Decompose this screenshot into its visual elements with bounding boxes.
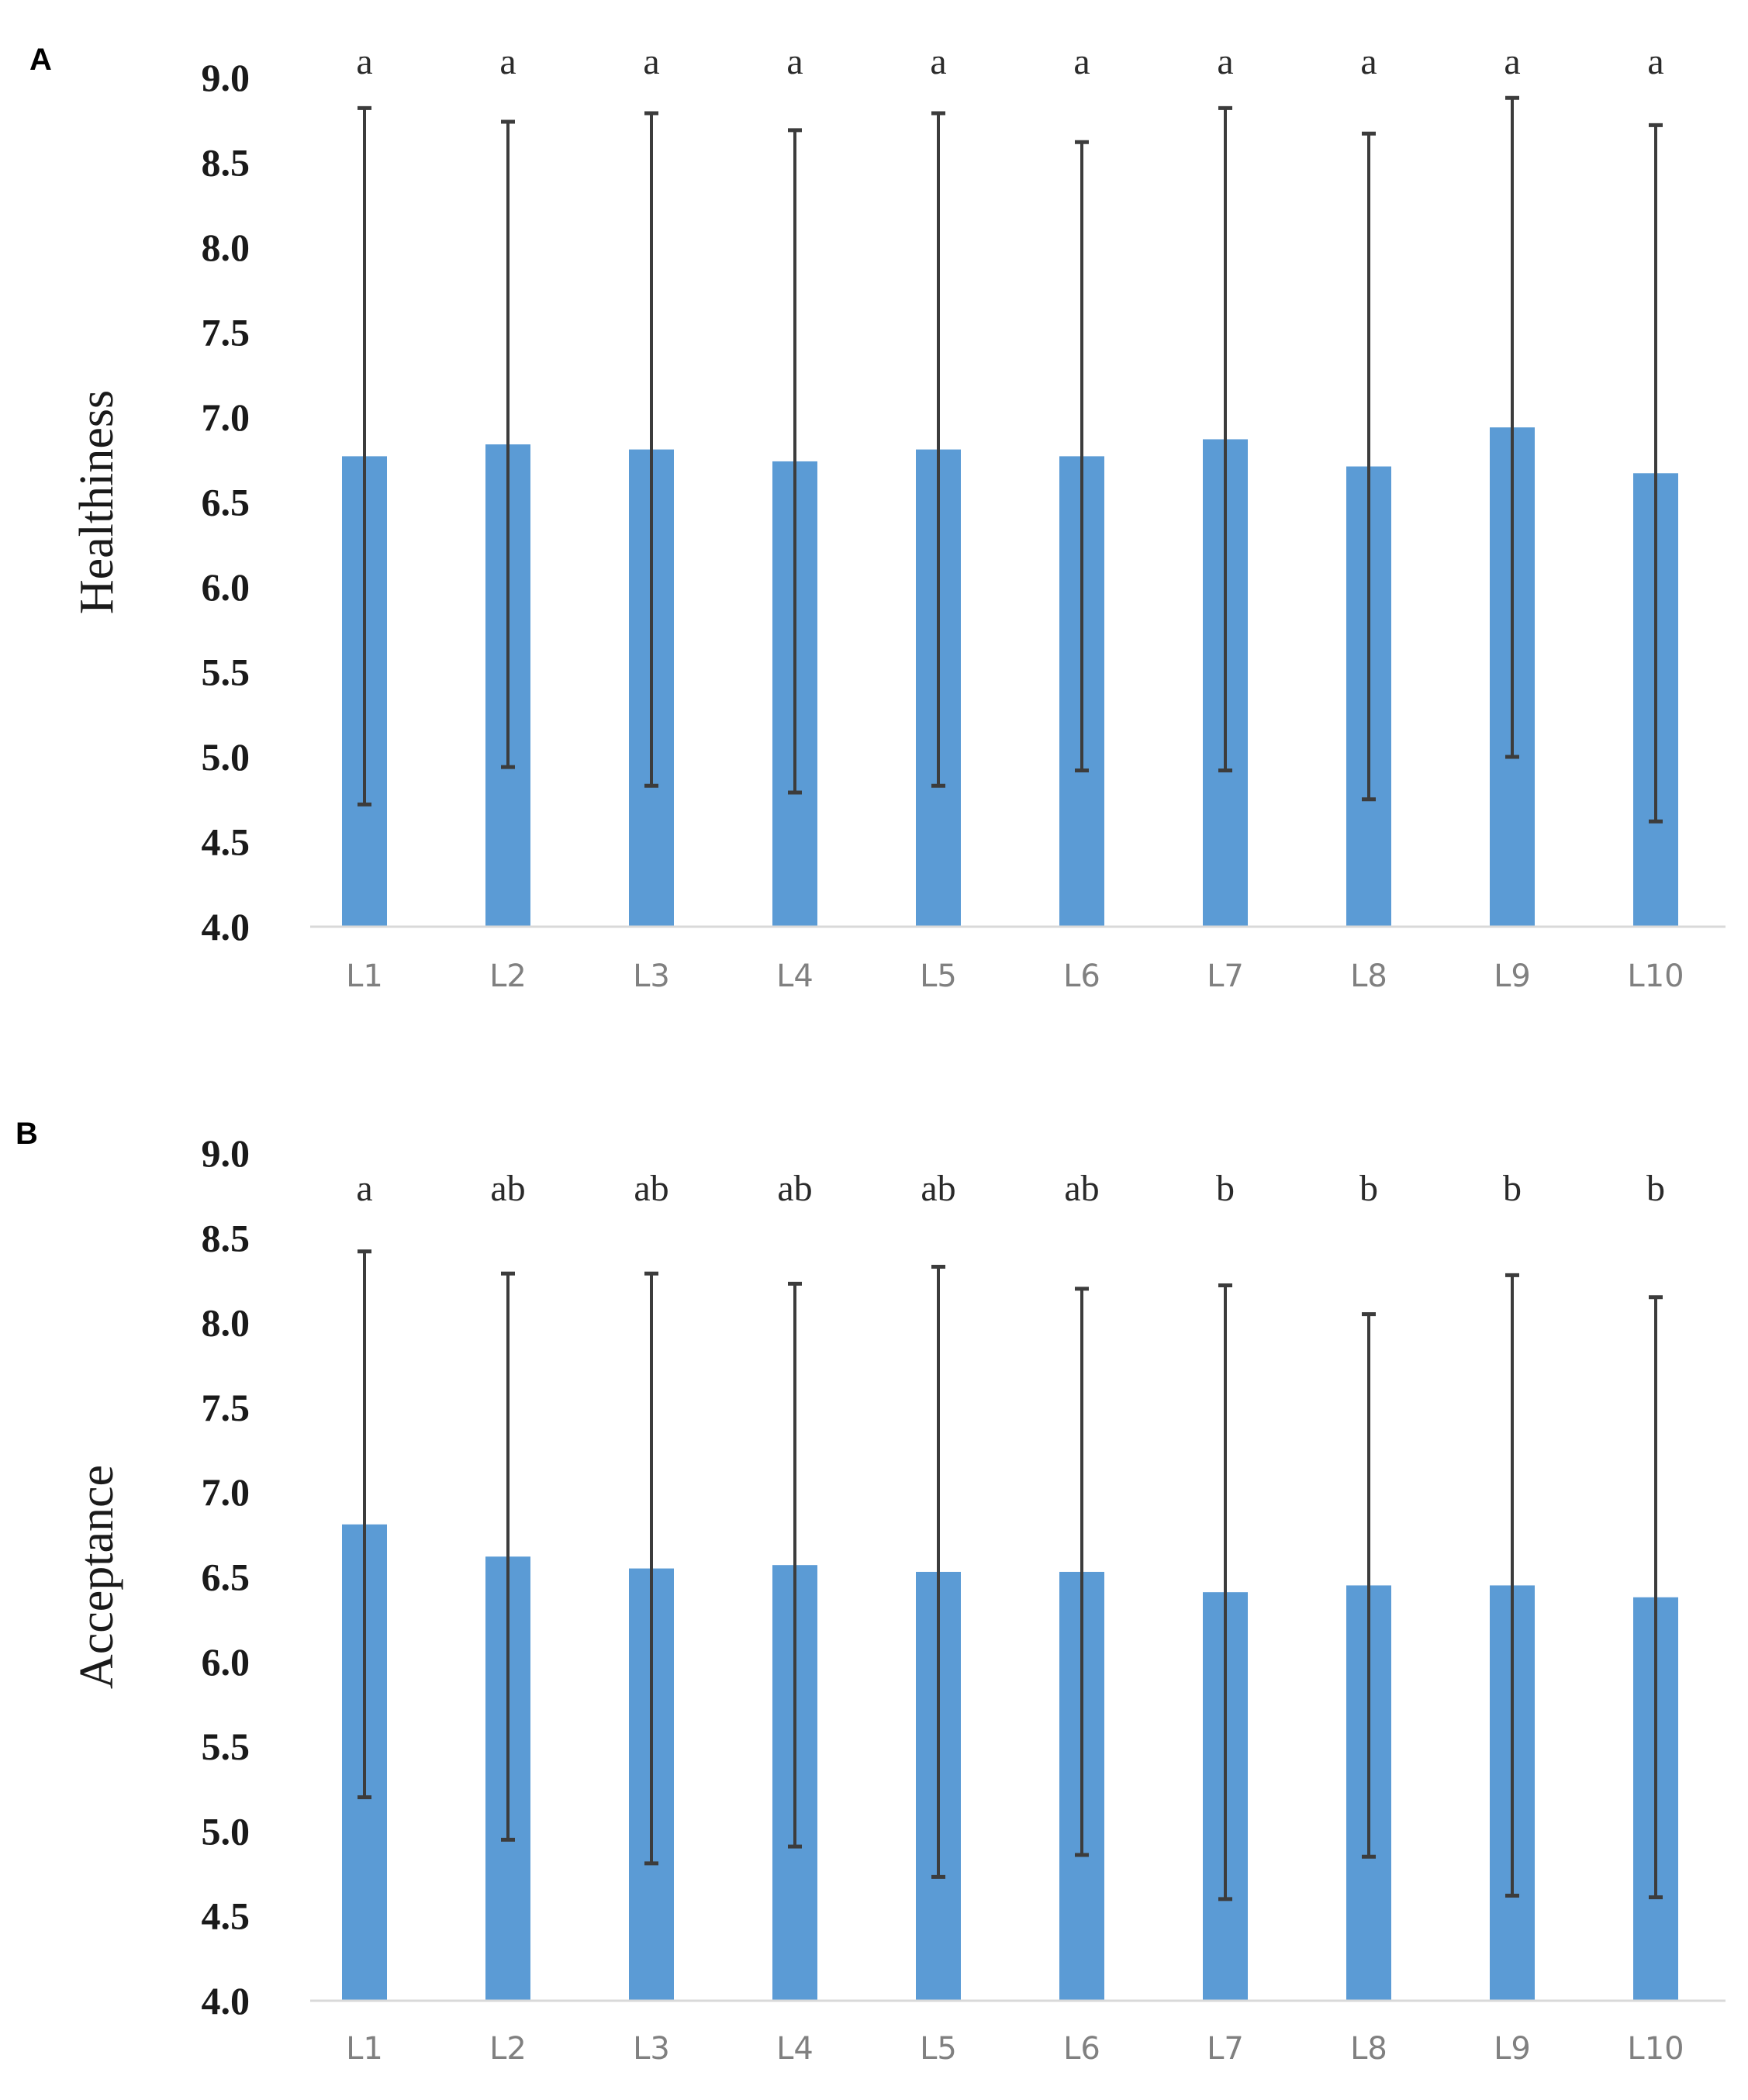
chart-b-significance-label: ab <box>777 1168 812 1209</box>
chart-b-significance-label: ab <box>634 1168 668 1209</box>
chart-b-y-tick-label: 4.5 <box>202 1894 250 1938</box>
chart-a-x-tick-label: L1 <box>346 958 383 994</box>
chart-a-significance-label: a <box>356 41 372 82</box>
chart-b-x-tick-label: L3 <box>633 2031 670 2067</box>
chart-b-x-tick-label: L1 <box>346 2031 383 2067</box>
chart-a-x-tick-label: L9 <box>1494 958 1531 994</box>
chart-b-panel-letter: B <box>16 1117 38 1151</box>
chart-b-x-tick-label: L9 <box>1494 2031 1531 2067</box>
chart-a-x-tick-label: L7 <box>1207 958 1244 994</box>
chart-b-significance-label: b <box>1503 1168 1522 1209</box>
chart-b-y-tick-label: 4.0 <box>202 1979 250 2022</box>
chart-a-significance-label: a <box>1073 41 1090 82</box>
chart-a-y-tick-label: 4.0 <box>202 905 250 948</box>
chart-b-significance-label: a <box>356 1168 372 1209</box>
chart-a-y-tick-label: 5.5 <box>202 651 250 694</box>
chart-a-y-axis-label: Healthiness <box>71 390 123 614</box>
chart-a-y-tick-label: 6.5 <box>202 481 250 524</box>
chart-a-significance-label: a <box>786 41 803 82</box>
chart-a-y-tick-label: 9.0 <box>202 56 250 99</box>
chart-a-significance-label: a <box>930 41 946 82</box>
chart-a-y-tick-label: 8.5 <box>202 141 250 185</box>
chart-a-x-tick-label: L5 <box>920 958 957 994</box>
chart-a-significance-label: a <box>1360 41 1377 82</box>
chart-b-x-tick-label: L8 <box>1350 2031 1387 2067</box>
chart-a-significance-label: a <box>643 41 659 82</box>
chart-b-y-axis-label: Acceptance <box>71 1465 123 1689</box>
chart-a-significance-label: a <box>1217 41 1233 82</box>
chart-b-significance-label: b <box>1646 1168 1665 1209</box>
chart-a-significance-label: a <box>1647 41 1663 82</box>
chart-b-y-tick-label: 6.5 <box>202 1556 250 1599</box>
chart-a-significance-label: a <box>1504 41 1520 82</box>
chart-b-y-tick-label: 7.0 <box>202 1470 250 1514</box>
chart-b-y-tick-label: 7.5 <box>202 1386 250 1429</box>
chart-b-y-tick-label: 8.0 <box>202 1301 250 1345</box>
chart-b-y-tick-label: 6.0 <box>202 1640 250 1684</box>
chart-b-significance-label: b <box>1216 1168 1235 1209</box>
chart-a-x-tick-label: L4 <box>776 958 814 994</box>
chart-a-x-tick-label: L8 <box>1350 958 1387 994</box>
chart-b-x-tick-label: L7 <box>1207 2031 1244 2067</box>
chart-b-x-tick-label: L4 <box>776 2031 814 2067</box>
chart-b-y-tick-label: 9.0 <box>202 1131 250 1175</box>
chart-b-x-tick-label: L6 <box>1063 2031 1100 2067</box>
chart-a-panel-letter: A <box>29 43 52 77</box>
chart-a-y-tick-label: 8.0 <box>202 226 250 269</box>
chart-b-significance-label: ab <box>1064 1168 1099 1209</box>
chart-a-x-tick-label: L6 <box>1063 958 1100 994</box>
chart-a-x-tick-label: L2 <box>489 958 527 994</box>
chart-b-y-tick-label: 5.5 <box>202 1725 250 1768</box>
chart-a-x-tick-label: L3 <box>633 958 670 994</box>
chart-b-y-tick-label: 8.5 <box>202 1216 250 1259</box>
chart-a-y-tick-label: 4.5 <box>202 820 250 864</box>
chart-a-y-tick-label: 6.0 <box>202 565 250 609</box>
chart-a-x-tick-label: L10 <box>1627 958 1684 994</box>
chart-b-x-tick-label: L2 <box>489 2031 527 2067</box>
chart-b-x-tick-label: L5 <box>920 2031 957 2067</box>
chart-a-y-tick-label: 7.5 <box>202 311 250 354</box>
chart-b-significance-label: ab <box>921 1168 955 1209</box>
chart-b-x-tick-label: L10 <box>1627 2031 1684 2067</box>
chart-a-significance-label: a <box>499 41 516 82</box>
chart-b-significance-label: b <box>1359 1168 1378 1209</box>
chart-a-y-tick-label: 7.0 <box>202 395 250 439</box>
chart-b-significance-label: ab <box>490 1168 525 1209</box>
chart-a-y-tick-label: 5.0 <box>202 735 250 779</box>
chart-b-y-tick-label: 5.0 <box>202 1809 250 1853</box>
